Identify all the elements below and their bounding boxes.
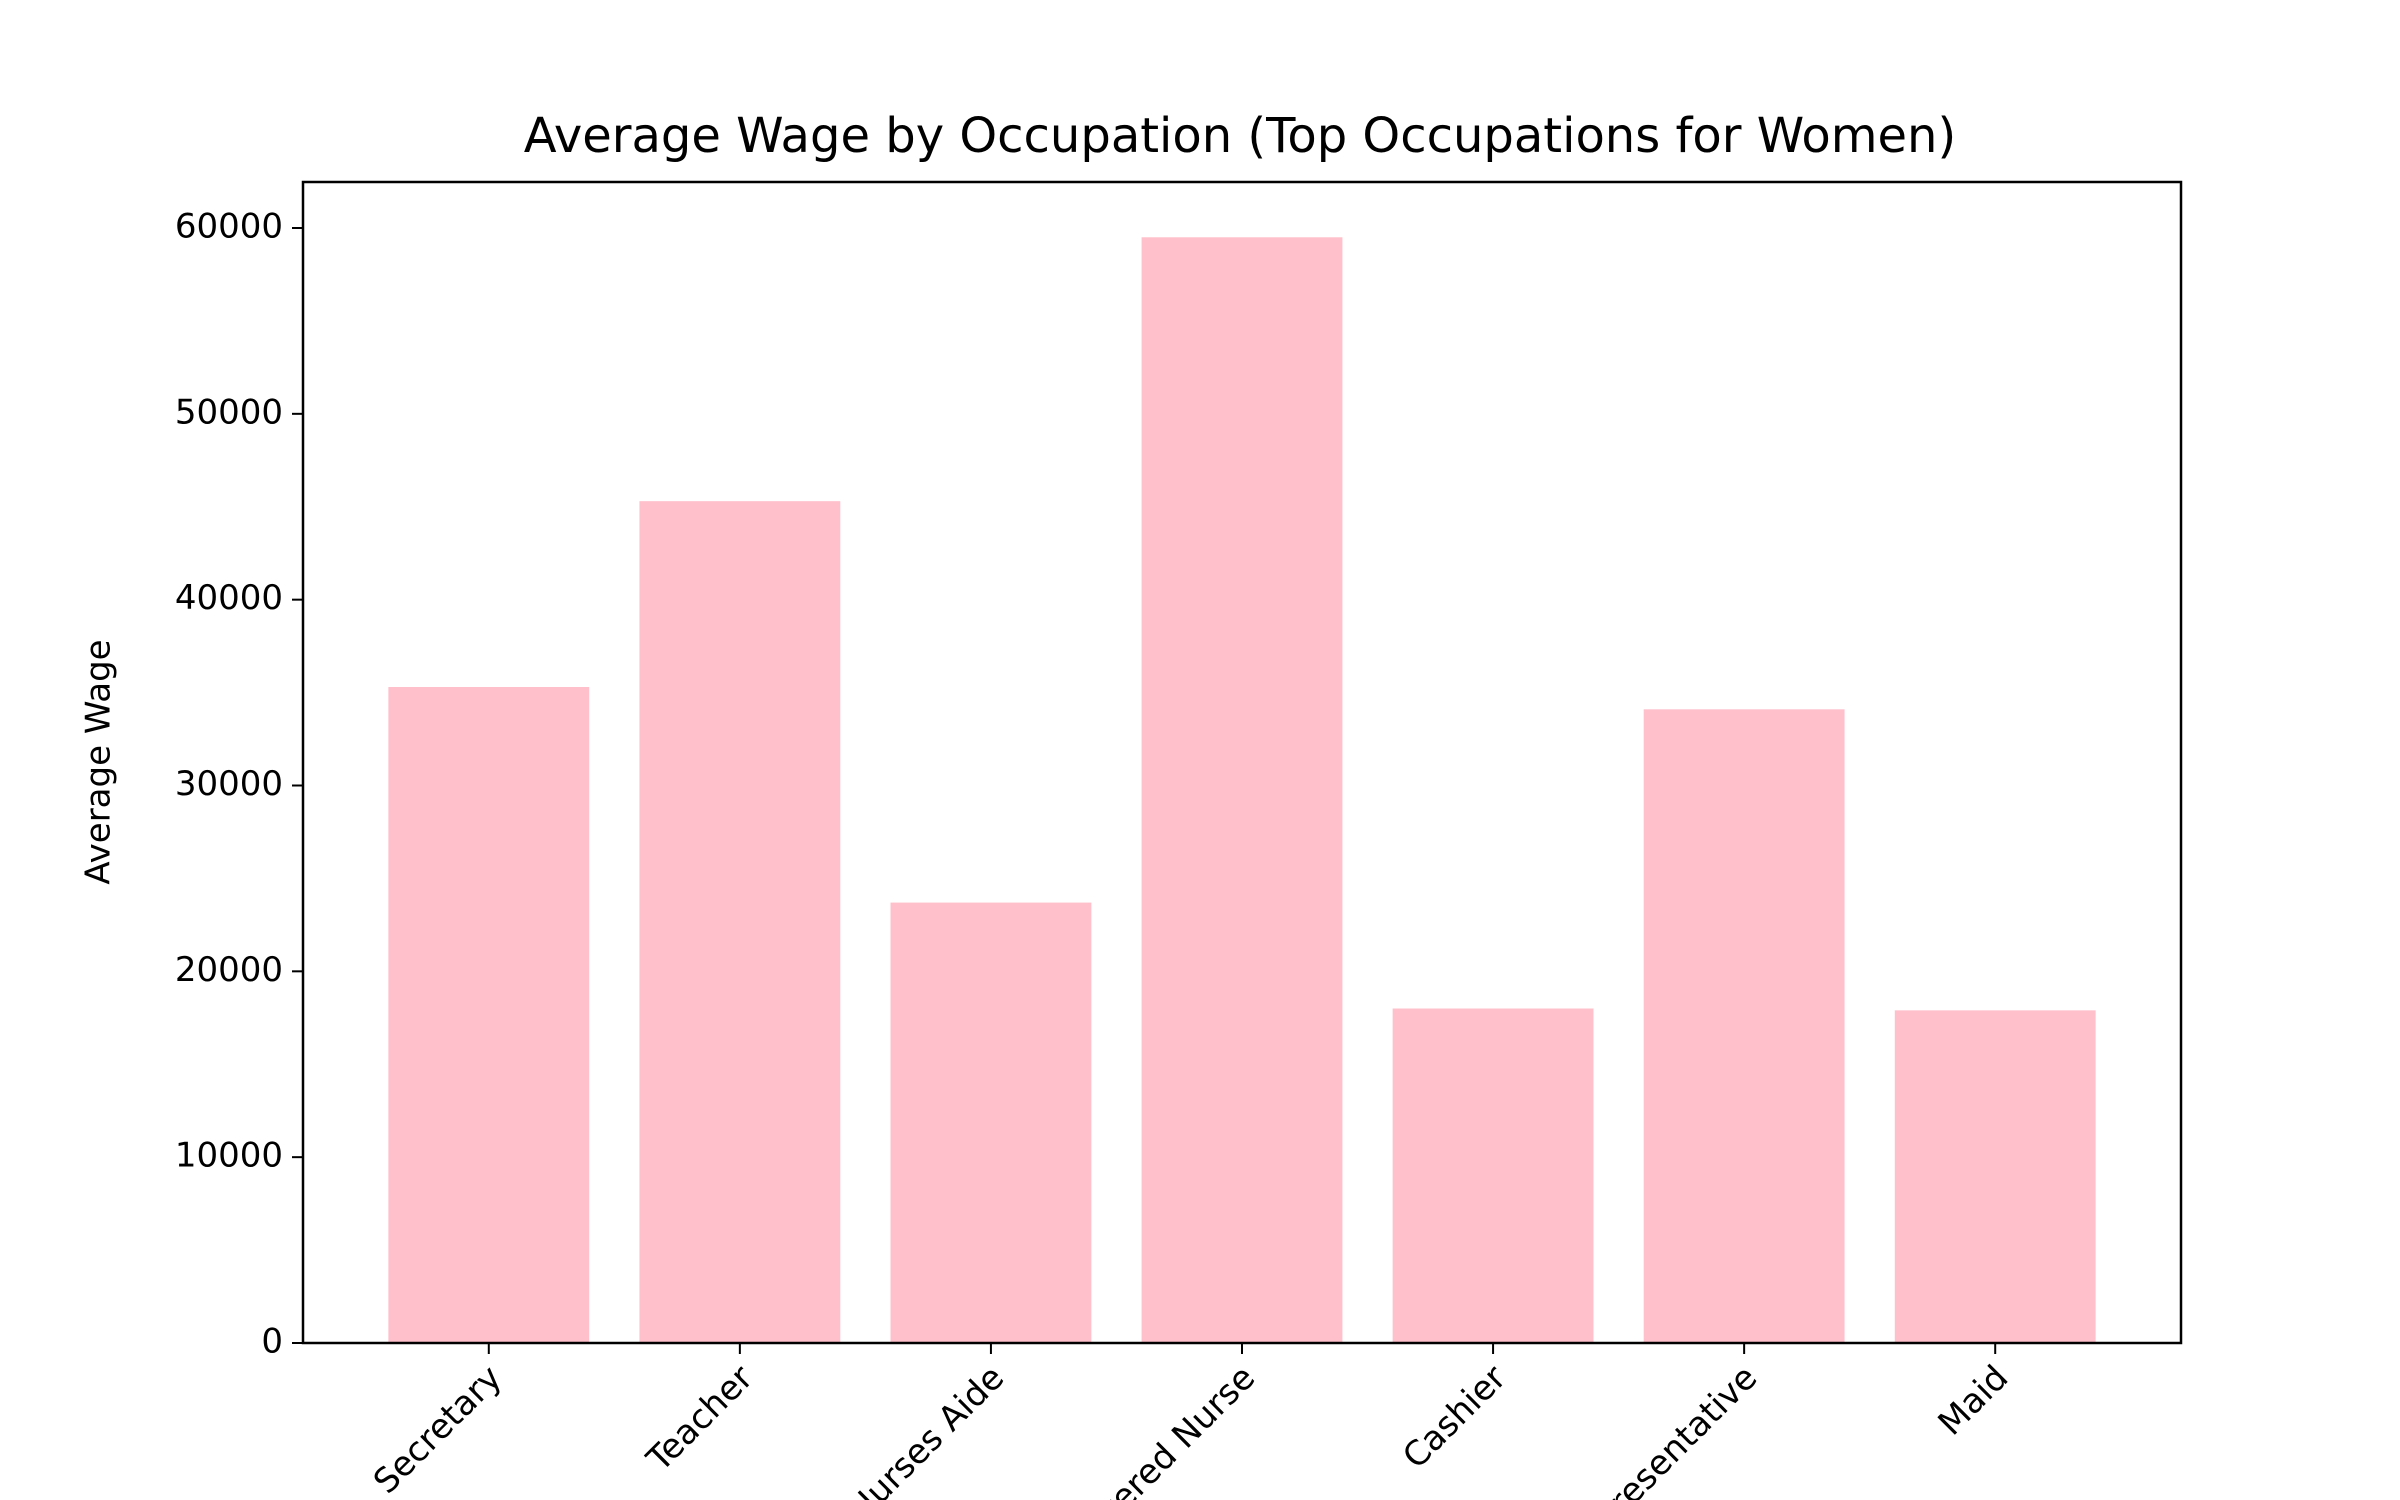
bar (1643, 709, 1845, 1343)
bar (890, 902, 1092, 1343)
bar (639, 501, 841, 1343)
y-tick-label: 60000 (175, 206, 283, 246)
y-tick-label: 0 (261, 1322, 283, 1362)
y-tick-label: 50000 (175, 392, 283, 432)
y-tick-label: 20000 (175, 950, 283, 990)
bar (1894, 1010, 2096, 1343)
y-tick-label: 40000 (175, 578, 283, 618)
y-axis-label: Average Wage (79, 639, 119, 884)
bar (1141, 237, 1343, 1343)
y-tick-label: 10000 (175, 1136, 283, 1176)
y-tick-label: 30000 (175, 764, 283, 804)
bar (388, 687, 590, 1343)
bar (1392, 1008, 1594, 1343)
chart-title: Average Wage by Occupation (Top Occupati… (524, 108, 1956, 164)
plot-frame (301, 180, 2183, 1345)
